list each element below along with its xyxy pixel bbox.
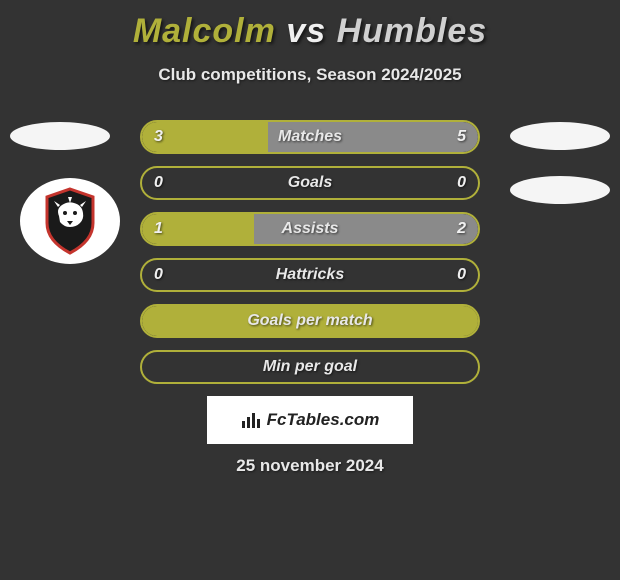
- chart-icon: [241, 411, 261, 429]
- stats-bars: 35Matches 00Goals 12Assists 00Hattricks Goal…: [140, 120, 480, 396]
- stat-label: Goals: [142, 174, 478, 192]
- player1-badge-placeholder: [10, 122, 110, 150]
- stat-label: Hattricks: [142, 266, 478, 284]
- watermark: FcTables.com: [207, 396, 413, 444]
- player1-name: Malcolm: [133, 12, 276, 50]
- vs-text: vs: [286, 12, 326, 50]
- stat-row: 00Goals: [140, 166, 480, 200]
- stat-label: Goals per match: [142, 312, 478, 330]
- player2-name: Humbles: [337, 12, 488, 50]
- comparison-date: 25 november 2024: [0, 456, 620, 476]
- stat-row: 00Hattricks: [140, 258, 480, 292]
- watermark-text: FcTables.com: [267, 410, 380, 430]
- stat-row: 35Matches: [140, 120, 480, 154]
- stat-label: Assists: [142, 220, 478, 238]
- stat-label: Min per goal: [142, 358, 478, 376]
- stat-label: Matches: [142, 128, 478, 146]
- stat-row: Min per goal: [140, 350, 480, 384]
- comparison-title: Malcolm vs Humbles: [0, 0, 620, 51]
- player2-badge-placeholder: [510, 122, 610, 150]
- stat-row: Goals per match: [140, 304, 480, 338]
- stat-row: 12Assists: [140, 212, 480, 246]
- subtitle: Club competitions, Season 2024/2025: [0, 65, 620, 85]
- player2-club-placeholder: [510, 176, 610, 204]
- player1-club-badge: [20, 178, 120, 264]
- club-shield-icon: [41, 187, 99, 255]
